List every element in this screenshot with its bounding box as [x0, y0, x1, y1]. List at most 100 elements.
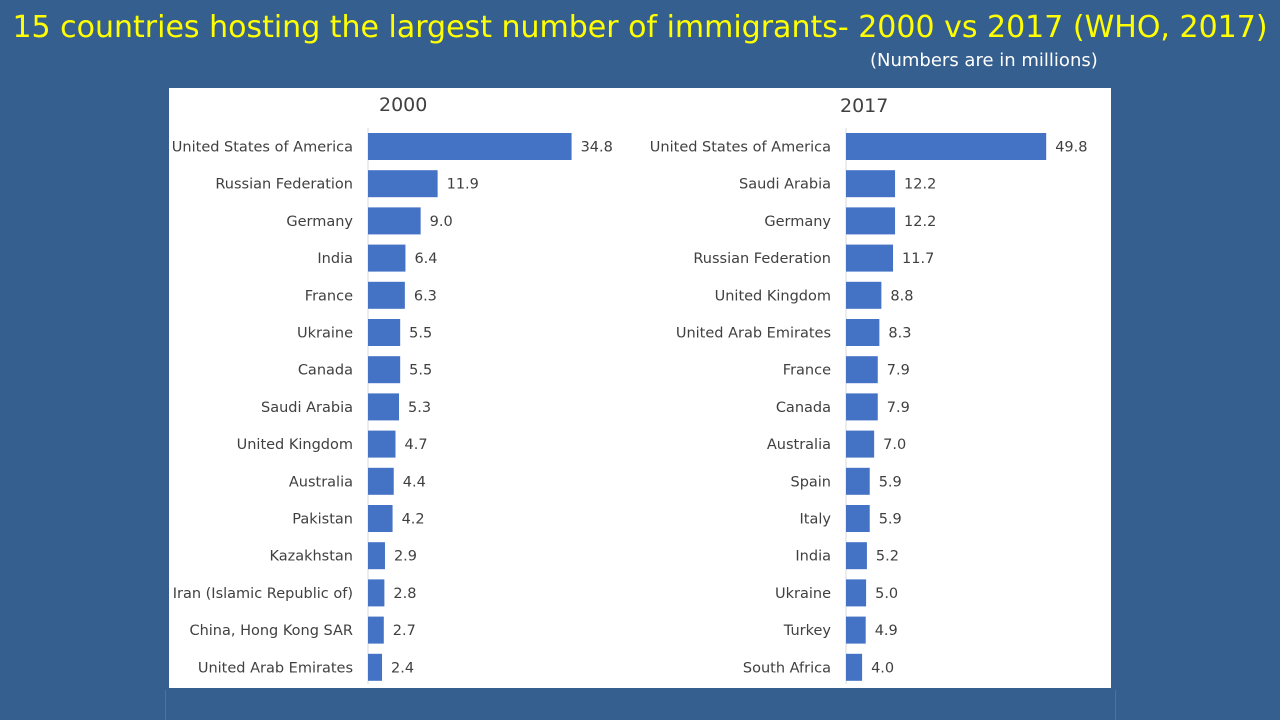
value-label: 34.8 [581, 140, 613, 156]
value-label: 4.9 [875, 623, 898, 639]
category-label: India [795, 549, 831, 565]
value-label: 2.9 [394, 549, 417, 565]
value-label: 9.0 [430, 214, 453, 230]
bar [846, 393, 878, 421]
bar-charts: 2000 United States of America 34.8 Russian… [172, 94, 1087, 684]
value-label: 11.7 [902, 251, 934, 267]
bar [368, 653, 383, 681]
bar [368, 579, 385, 607]
category-label: Australia [767, 437, 831, 453]
category-label: Italy [800, 512, 832, 528]
bar [846, 430, 875, 458]
bar [368, 319, 401, 346]
bar [846, 542, 867, 570]
category-label: Canada [776, 400, 831, 416]
category-label: Ukraine [775, 586, 831, 602]
bar [368, 616, 384, 644]
value-label: 5.3 [408, 400, 431, 416]
value-label: 8.8 [890, 288, 913, 304]
category-label: Saudi Arabia [739, 177, 831, 193]
category-label: China, Hong Kong SAR [189, 623, 353, 639]
bar [368, 356, 401, 384]
chart-title-2000: 2000 [379, 94, 427, 116]
bar [846, 133, 1047, 160]
value-label: 49.8 [1055, 140, 1087, 156]
category-label: Canada [298, 363, 353, 379]
category-label: France [305, 288, 353, 304]
category-label: Ukraine [297, 326, 353, 342]
chart-2017: 2017 United States of America 49.8 Saudi A… [650, 95, 1087, 684]
category-label: Russian Federation [215, 177, 353, 193]
slide-subtitle: (Numbers are in millions) [870, 50, 1098, 71]
category-label: United Kingdom [237, 437, 353, 453]
frame-line-left [165, 690, 166, 720]
chart-title-2017: 2017 [840, 95, 888, 117]
value-label: 5.2 [876, 549, 899, 565]
category-label: Spain [790, 474, 831, 490]
bar [368, 393, 400, 421]
category-label: Iran (Islamic Republic of) [173, 586, 353, 602]
bar [846, 616, 866, 644]
bar [846, 319, 880, 346]
bar [846, 579, 867, 607]
category-label: South Africa [743, 660, 831, 676]
category-label: Turkey [783, 623, 832, 639]
value-label: 12.2 [904, 214, 936, 230]
value-label: 5.9 [879, 512, 902, 528]
category-label: United States of America [172, 140, 353, 156]
value-label: 5.5 [409, 326, 432, 342]
frame-line-right [1115, 690, 1116, 720]
chart-panel: 2000 United States of America 34.8 Russian… [169, 88, 1111, 688]
bar [846, 505, 870, 532]
bar [368, 467, 394, 495]
category-label: Pakistan [292, 512, 353, 528]
bar [368, 430, 396, 458]
bar [846, 467, 870, 495]
category-label: Russian Federation [693, 251, 831, 267]
category-label: Germany [764, 214, 831, 230]
category-label: Kazakhstan [269, 549, 353, 565]
value-label: 7.9 [887, 363, 910, 379]
bar [846, 281, 882, 309]
category-label: Germany [286, 214, 353, 230]
slide-title: 15 countries hosting the largest number … [12, 10, 1268, 45]
value-label: 7.0 [883, 437, 906, 453]
bar [368, 133, 572, 160]
value-label: 5.5 [409, 363, 432, 379]
value-label: 4.2 [402, 512, 425, 528]
value-label: 8.3 [888, 326, 911, 342]
category-label: United Arab Emirates [676, 326, 831, 342]
value-label: 7.9 [887, 400, 910, 416]
category-label: Australia [289, 474, 353, 490]
value-label: 2.4 [391, 660, 414, 676]
bar [368, 281, 405, 309]
bar [368, 244, 406, 272]
bar [368, 207, 421, 235]
bar [368, 505, 393, 532]
category-label: United States of America [650, 140, 831, 156]
value-label: 2.7 [393, 623, 416, 639]
value-label: 4.4 [403, 474, 426, 490]
category-label: United Arab Emirates [198, 660, 353, 676]
category-label: United Kingdom [715, 288, 831, 304]
bar [846, 207, 896, 235]
bar [368, 542, 385, 570]
category-label: Saudi Arabia [261, 400, 353, 416]
bar [846, 244, 894, 272]
value-label: 12.2 [904, 177, 936, 193]
value-label: 6.3 [414, 288, 437, 304]
chart-2000: 2000 United States of America 34.8 Russian… [172, 94, 613, 684]
bar [368, 170, 438, 198]
value-label: 11.9 [447, 177, 479, 193]
bar [846, 653, 863, 681]
bar [846, 170, 896, 198]
category-label: India [317, 251, 353, 267]
value-label: 6.4 [414, 251, 437, 267]
value-label: 2.8 [393, 586, 416, 602]
value-label: 5.9 [879, 474, 902, 490]
category-label: France [783, 363, 831, 379]
value-label: 4.0 [871, 660, 894, 676]
value-label: 4.7 [404, 437, 427, 453]
bar [846, 356, 878, 384]
value-label: 5.0 [875, 586, 898, 602]
